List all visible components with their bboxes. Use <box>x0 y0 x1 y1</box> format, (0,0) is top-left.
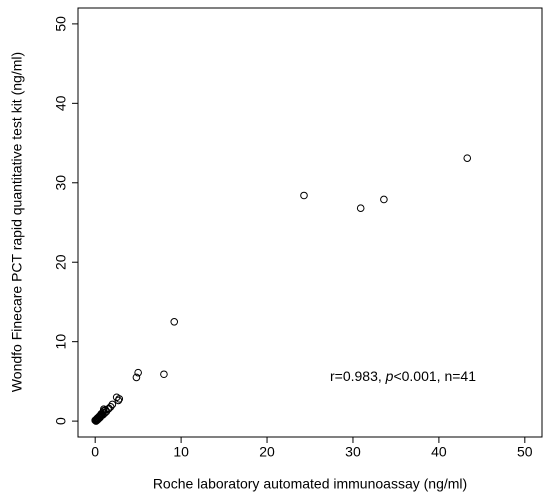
point <box>380 195 388 204</box>
x-tick-label: 40 <box>431 444 447 460</box>
x-axis-label: Roche laboratory automated immunoassay (… <box>153 476 467 492</box>
point <box>463 154 472 162</box>
point <box>95 412 104 421</box>
y-axis-label: Wondfo Finecare PCT rapid quantitative t… <box>9 52 25 392</box>
annotation-part: <0.001, n=41 <box>393 368 476 384</box>
point <box>300 191 308 200</box>
y-tick-label: 30 <box>53 175 69 191</box>
point <box>91 416 99 425</box>
x-tick-label: 10 <box>173 444 189 460</box>
point <box>134 368 142 377</box>
point <box>114 396 123 405</box>
y-tick-label: 40 <box>53 95 69 111</box>
point <box>160 370 168 379</box>
y-tick-label: 10 <box>53 334 69 350</box>
x-tick-label: 0 <box>91 444 99 460</box>
y-tick-label: 50 <box>53 16 69 32</box>
annotation-part: p <box>385 368 394 384</box>
point <box>170 318 179 326</box>
y-tick-label: 0 <box>53 417 69 425</box>
point <box>93 414 102 422</box>
x-tick-label: 30 <box>345 444 361 460</box>
y-tick-label: 20 <box>53 254 69 270</box>
x-tick-label: 20 <box>259 444 275 460</box>
plot-frame <box>77 7 543 438</box>
annotation-part: r=0.983, <box>330 368 386 384</box>
point <box>132 373 141 382</box>
annotation: r=0.983, p<0.001, n=41 <box>330 368 476 384</box>
x-tick-label: 50 <box>517 444 533 460</box>
point <box>93 414 101 423</box>
point <box>356 204 365 212</box>
